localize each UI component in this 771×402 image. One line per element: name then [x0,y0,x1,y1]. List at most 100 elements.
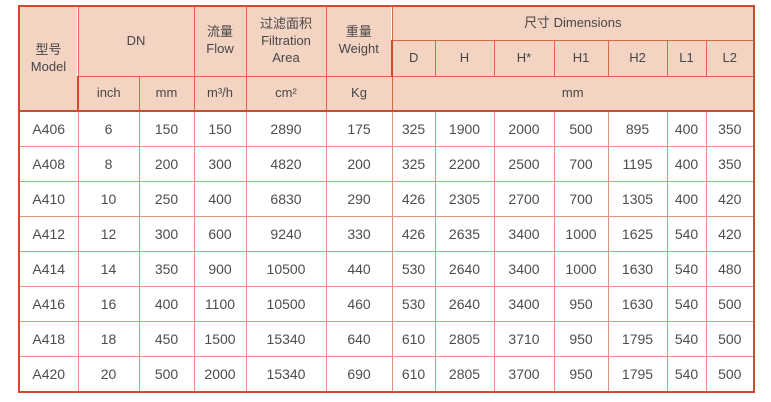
cell-mm: 200 [138,145,195,182]
cell-flow: 150 [193,109,247,147]
table-row: A412 12 300 600 9240 330 426 2635 3400 1… [18,215,755,253]
cell-h1: 1000 [553,250,609,288]
cell-hstar: 2700 [493,180,555,217]
cell-inch: 16 [77,286,140,323]
cell-h: 2805 [434,356,495,393]
table-row: A408 8 200 300 4820 200 325 2200 2500 70… [18,145,755,182]
cell-model: A406 [18,109,79,147]
cell-l2: 480 [705,250,755,288]
cell-d: 325 [391,109,436,147]
cell-h2: 1795 [607,321,668,358]
cell-d: 325 [391,145,436,182]
cell-weight: 200 [325,145,393,182]
unit-area: cm² [245,75,327,112]
cell-h: 2640 [434,250,495,288]
cell-h: 2805 [434,321,495,358]
cell-hstar: 3400 [493,215,555,253]
cell-model: A416 [18,286,79,323]
cell-model: A414 [18,250,79,288]
cell-model: A420 [18,356,79,393]
unit-dimensions-mm: mm [391,75,755,112]
cell-l1: 400 [666,145,707,182]
cell-h1: 700 [553,180,609,217]
cell-weight: 330 [325,215,393,253]
unit-inch: inch [77,75,140,112]
cell-h: 2635 [434,215,495,253]
cell-model: A412 [18,215,79,253]
cell-mm: 350 [138,250,195,288]
cell-area: 2890 [245,109,327,147]
cell-l2: 420 [705,180,755,217]
cell-flow: 2000 [193,356,247,393]
header-row-1: 型号 Model DN 流量 Flow 过滤面积 Filtration Area… [18,5,755,112]
cell-weight: 690 [325,356,393,393]
cell-flow: 400 [193,180,247,217]
cell-mm: 250 [138,180,195,217]
cell-h2: 1630 [607,250,668,288]
header-row-2: D H H* H1 H2 L1 L2 [19,39,755,77]
cell-h2: 1630 [607,286,668,323]
cell-area: 10500 [245,250,327,288]
cell-inch: 14 [77,250,140,288]
table-body: A406 6 150 150 2890 175 325 1900 2000 50… [18,109,755,393]
cell-flow: 600 [193,215,247,253]
header-weight: 重量 Weight [325,5,393,77]
cell-l1: 540 [666,286,707,323]
unit-weight: Kg [325,75,393,112]
cell-l1: 540 [666,356,707,393]
cell-d: 426 [391,215,436,253]
cell-flow: 1500 [193,321,247,358]
cell-h1: 950 [553,356,609,393]
header-dim-hstar: H* [493,39,555,77]
unit-mm: mm [138,75,195,112]
cell-hstar: 3400 [493,286,555,323]
header-dim-l2: L2 [705,39,755,77]
cell-area: 9240 [245,215,327,253]
table-row: A416 16 400 1100 10500 460 530 2640 3400… [18,286,755,323]
cell-area: 4820 [245,145,327,182]
cell-hstar: 2500 [493,145,555,182]
cell-d: 426 [391,180,436,217]
unit-flow: m³/h [193,75,247,112]
cell-h: 2640 [434,286,495,323]
header-dn: DN [77,5,195,77]
cell-h1: 700 [553,145,609,182]
cell-mm: 500 [138,356,195,393]
cell-inch: 8 [77,145,140,182]
cell-area: 15340 [245,321,327,358]
header-dimensions: 尺寸 Dimensions [391,5,755,41]
cell-area: 10500 [245,286,327,323]
cell-h: 2200 [434,145,495,182]
header-dim-l1: L1 [666,39,707,77]
cell-h: 2305 [434,180,495,217]
cell-l2: 500 [705,286,755,323]
table-row: A410 10 250 400 6830 290 426 2305 2700 7… [18,180,755,217]
header-dim-h1: H1 [553,39,609,77]
cell-l1: 540 [666,215,707,253]
cell-hstar: 3400 [493,250,555,288]
cell-inch: 6 [77,109,140,147]
cell-model: A408 [18,145,79,182]
cell-mm: 150 [138,109,195,147]
cell-h1: 950 [553,321,609,358]
cell-inch: 18 [77,321,140,358]
cell-inch: 12 [77,215,140,253]
header-row-3: inch mm m³/h cm² Kg mm [19,75,755,112]
table-row: A414 14 350 900 10500 440 530 2640 3400 … [18,250,755,288]
cell-l2: 420 [705,215,755,253]
cell-l1: 540 [666,321,707,358]
cell-mm: 300 [138,215,195,253]
header-dim-h: H [434,39,495,77]
cell-h1: 1000 [553,215,609,253]
cell-l2: 350 [705,145,755,182]
cell-flow: 300 [193,145,247,182]
cell-mm: 400 [138,286,195,323]
header-dim-d: D [391,39,436,77]
cell-l1: 540 [666,250,707,288]
cell-h1: 950 [553,286,609,323]
cell-inch: 10 [77,180,140,217]
cell-weight: 640 [325,321,393,358]
table-row: A406 6 150 150 2890 175 325 1900 2000 50… [18,109,755,147]
cell-weight: 175 [325,109,393,147]
cell-h1: 500 [553,109,609,147]
